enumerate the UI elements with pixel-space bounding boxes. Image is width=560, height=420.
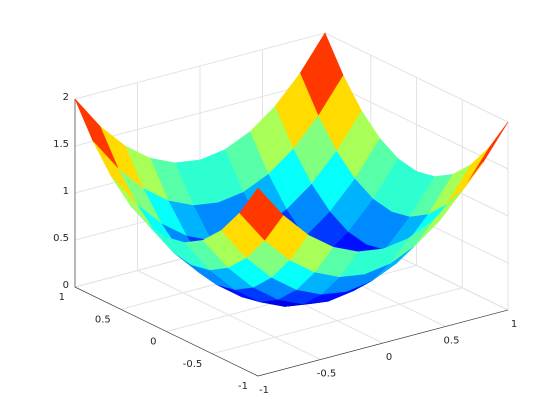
surface xyxy=(74,32,509,307)
z-tick-label: 0 xyxy=(63,280,69,291)
x-tick-label: 0.5 xyxy=(444,336,460,347)
z-tick-label: 2 xyxy=(63,92,69,103)
z-tick-label: 1.5 xyxy=(53,139,69,150)
y-tick-label: 0 xyxy=(150,337,156,348)
surface-patch xyxy=(239,187,284,241)
z-tick-label: 1 xyxy=(63,186,69,197)
x-tick-label: -0.5 xyxy=(317,369,337,380)
y-tick-label: 1 xyxy=(59,292,65,303)
x-tick-label: 0 xyxy=(386,352,392,363)
x-tick-label: 1 xyxy=(511,319,517,330)
axis-line xyxy=(74,99,509,377)
y-tick-label: 0.5 xyxy=(95,314,111,325)
y-tick-label: -0.5 xyxy=(183,359,203,370)
x-tick-label: -1 xyxy=(259,385,269,396)
y-tick-label: -1 xyxy=(238,381,248,392)
z-tick-label: 0.5 xyxy=(53,233,69,244)
surface-patch xyxy=(74,98,119,170)
